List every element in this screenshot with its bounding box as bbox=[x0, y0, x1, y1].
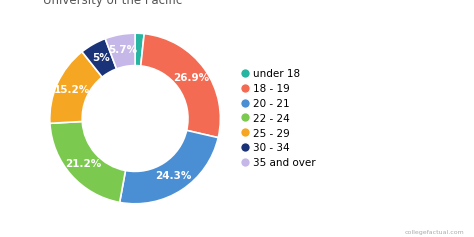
Text: 21.2%: 21.2% bbox=[65, 159, 101, 169]
Text: Age of Students at
University of the Pacific: Age of Students at University of the Pac… bbox=[43, 0, 182, 6]
Text: 5%: 5% bbox=[92, 53, 110, 63]
Text: 5.7%: 5.7% bbox=[108, 46, 137, 55]
Wedge shape bbox=[119, 130, 218, 204]
Wedge shape bbox=[135, 33, 144, 66]
Text: 26.9%: 26.9% bbox=[173, 73, 210, 83]
Legend: under 18, 18 - 19, 20 - 21, 22 - 24, 25 - 29, 30 - 34, 35 and over: under 18, 18 - 19, 20 - 21, 22 - 24, 25 … bbox=[240, 67, 318, 170]
Wedge shape bbox=[82, 39, 117, 77]
Text: 15.2%: 15.2% bbox=[54, 85, 90, 95]
Wedge shape bbox=[141, 34, 220, 138]
Text: collegefactual.com: collegefactual.com bbox=[405, 230, 465, 235]
Text: 24.3%: 24.3% bbox=[155, 171, 191, 181]
Wedge shape bbox=[50, 52, 102, 123]
Wedge shape bbox=[105, 33, 135, 69]
Wedge shape bbox=[50, 122, 126, 202]
